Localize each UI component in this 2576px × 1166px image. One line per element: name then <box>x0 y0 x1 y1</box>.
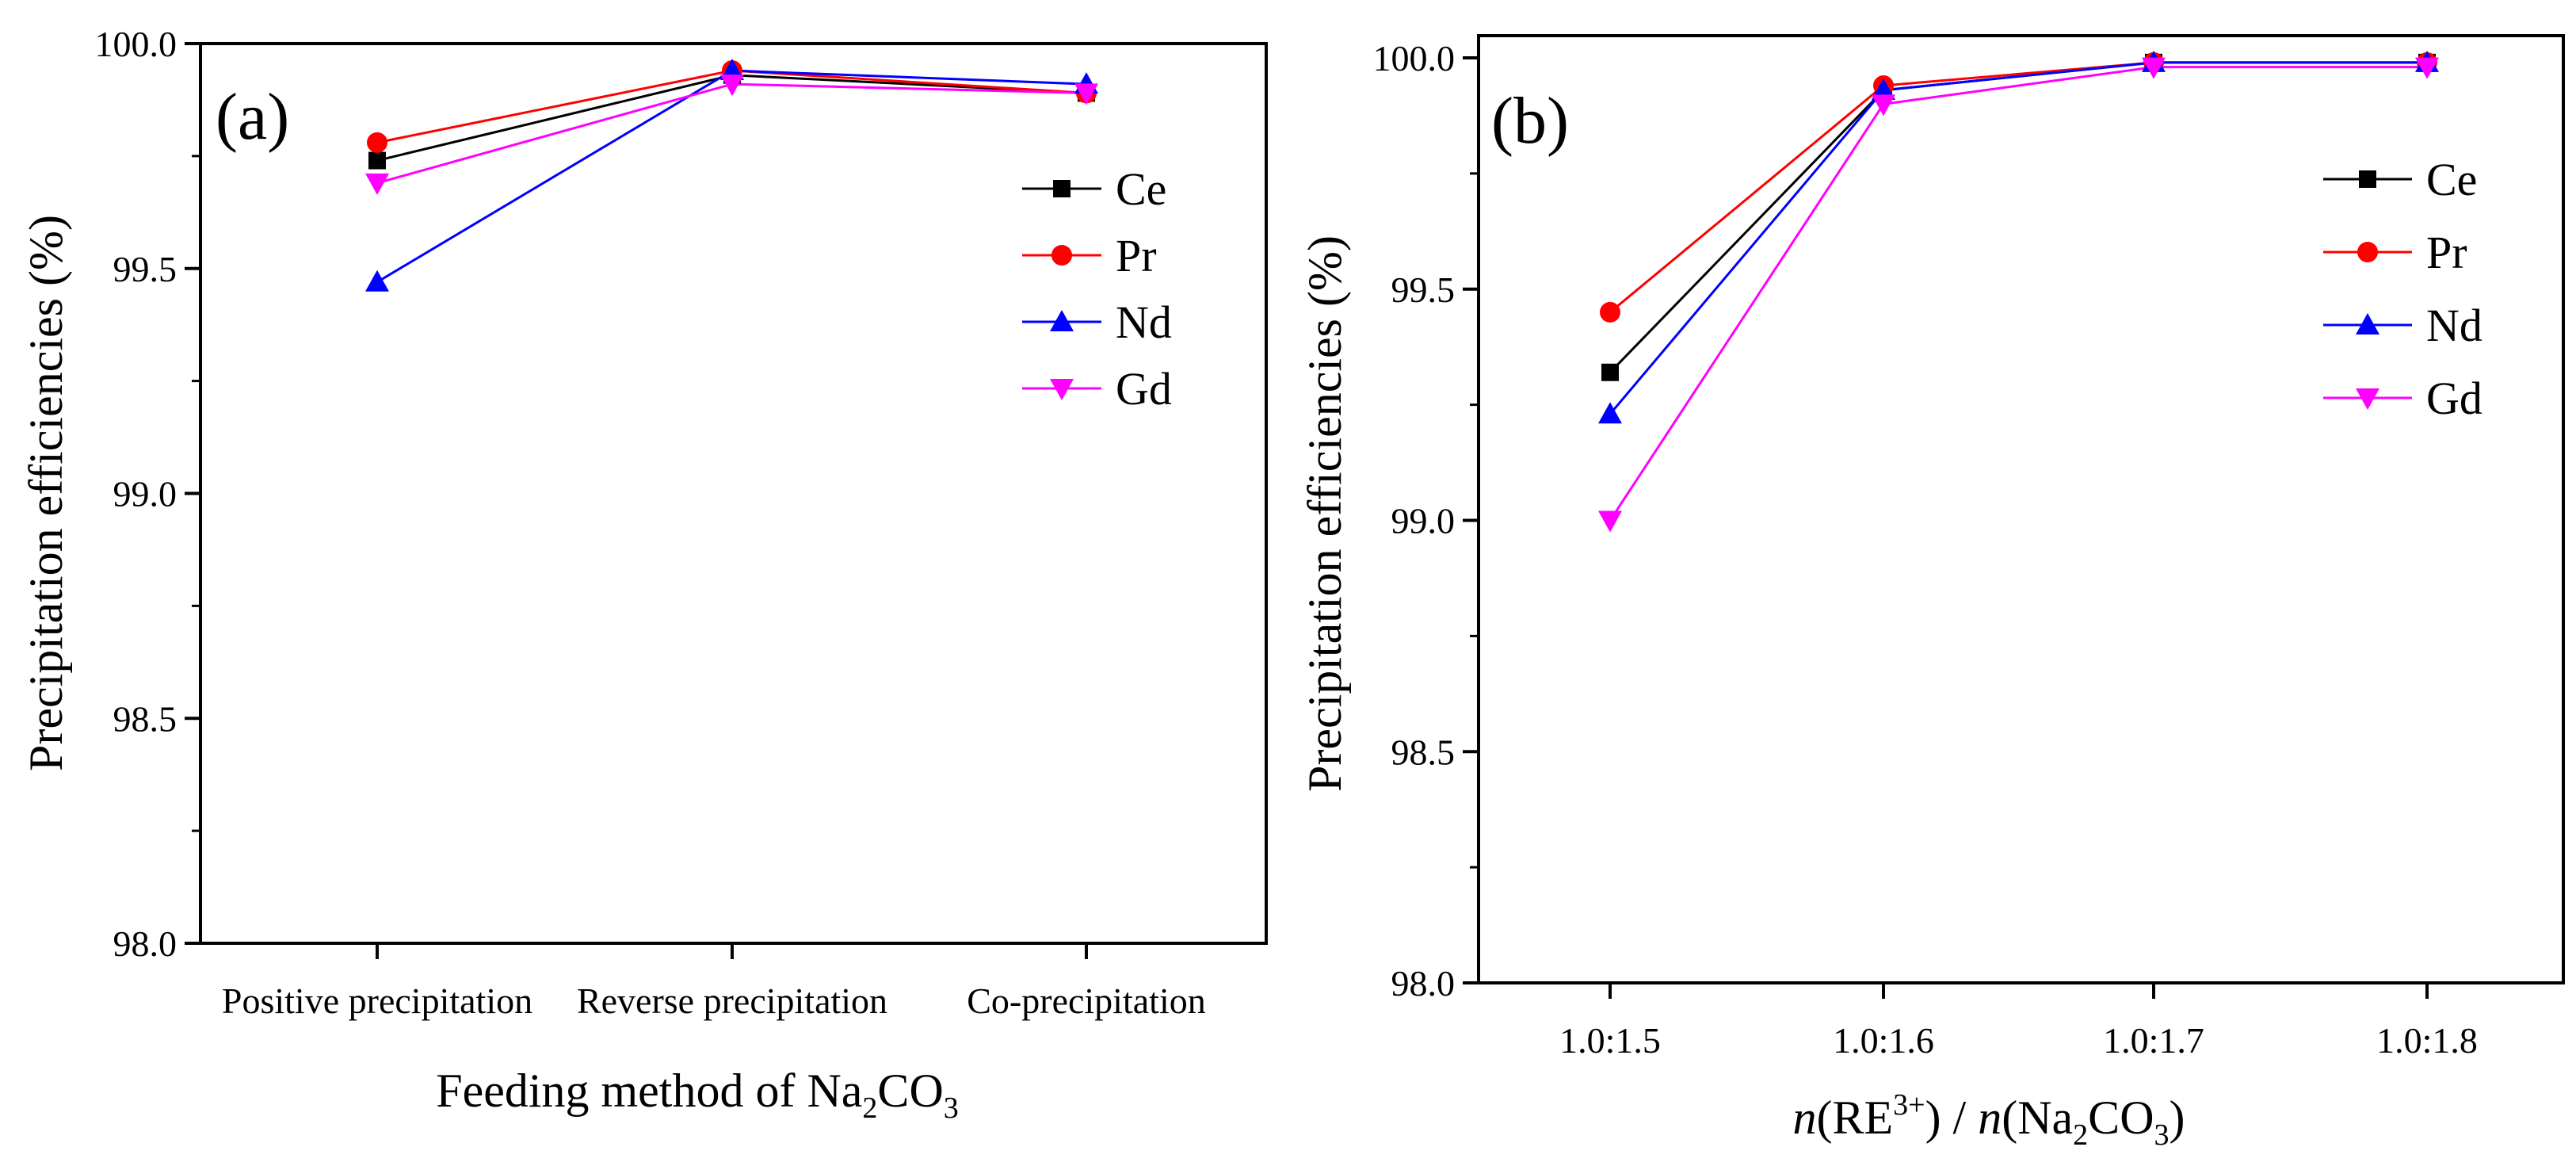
data-point-gd <box>2142 57 2166 79</box>
data-point-nd <box>365 270 389 292</box>
panel-b-y-axis-title: Precipitation efficiencies (%) <box>1299 235 1351 792</box>
x-tick-label: Positive precipitation <box>222 981 532 1021</box>
panel-b-x-title-sup: 3+ <box>1893 1088 1925 1122</box>
series-line-nd <box>1609 61 2427 415</box>
panel-b-x-axis-title: n(RE3+) / n(Na2CO3) <box>1792 1088 2185 1152</box>
series-line-ce <box>1609 61 2427 373</box>
data-point-gd <box>720 75 744 97</box>
panel-b-x-axis: 1.0:1.5 1.0:1.6 1.0:1.7 1.0:1.8 <box>1559 983 2478 1061</box>
y-tick-label: 98.5 <box>1391 732 1456 772</box>
panel-a-x-title-main: Feeding method of Na <box>436 1065 862 1117</box>
x-tick-label: 1.0:1.7 <box>2103 1020 2204 1061</box>
series-line-nd <box>376 69 1087 284</box>
panel-a-x-title-sub2: 3 <box>944 1091 959 1125</box>
data-point-ce <box>1601 363 1619 381</box>
panel-a-plot-frame <box>199 42 1268 945</box>
legend-marker-ce <box>1053 180 1070 197</box>
panel-b-x-title-sub2: 3 <box>2154 1118 2170 1152</box>
data-point-ce <box>368 151 386 170</box>
y-tick-label: 99.5 <box>1391 270 1456 310</box>
panel-b-plot-frame <box>1477 34 2565 984</box>
x-tick-label: 1.0:1.5 <box>1559 1020 1661 1061</box>
series-line-pr <box>1609 61 2427 314</box>
legend-marker-ce <box>2359 170 2376 188</box>
legend-marker-pr <box>1051 245 1072 266</box>
legend-label-nd: Nd <box>1116 296 1172 348</box>
panel-b-x-title-p2: ) / <box>1925 1091 1979 1144</box>
panel-b-y-axis: 98.0 98.5 99.0 99.5 100.0 <box>1373 38 1479 1004</box>
y-tick-label: 98.5 <box>113 698 177 739</box>
panel-a-series-markers <box>365 59 1098 292</box>
data-point-gd <box>365 173 389 195</box>
data-point-gd <box>1872 94 1895 117</box>
legend-marker-gd <box>1050 379 1074 400</box>
panel-b-x-title-n2: n <box>1978 1091 2002 1144</box>
data-point-nd <box>1598 402 1622 424</box>
panel-a-legend: Ce Pr Nd Gd <box>1022 163 1172 415</box>
panel-a-x-axis: Positive precipitation Reverse precipitat… <box>222 943 1206 1021</box>
legend-label-gd: Gd <box>2426 373 2483 424</box>
y-tick-label: 99.5 <box>113 249 177 289</box>
y-tick-label: 98.0 <box>113 923 177 964</box>
panel-b-x-title-p5: ) <box>2170 1091 2185 1144</box>
panel-a-x-axis-title: Feeding method of Na2CO3 <box>436 1065 959 1125</box>
x-tick-label: 1.0:1.8 <box>2376 1020 2478 1061</box>
data-point-gd <box>1074 83 1098 105</box>
y-tick-label: 98.0 <box>1391 963 1456 1004</box>
legend-label-pr: Pr <box>2426 227 2467 278</box>
series-line-gd <box>1609 66 2427 522</box>
panel-b-series-lines <box>1609 61 2427 522</box>
panel-b-x-title-p4: CO <box>2088 1091 2154 1144</box>
panel-a-x-title-sub1: 2 <box>862 1091 877 1125</box>
legend-label-ce: Ce <box>1116 163 1166 215</box>
data-point-pr <box>1600 301 1620 323</box>
panel-b-x-title-p3: (Na <box>2002 1091 2073 1144</box>
panel-b-x-title-sub1: 2 <box>2073 1118 2088 1152</box>
x-tick-label: Reverse precipitation <box>577 981 887 1021</box>
panel-a-series-lines <box>376 69 1087 284</box>
panel-b-legend: Ce Pr Nd Gd <box>2323 154 2483 424</box>
x-tick-label: 1.0:1.6 <box>1833 1020 1934 1061</box>
legend-marker-pr <box>2357 242 2378 262</box>
data-point-nd <box>1872 78 1895 100</box>
legend-marker-gd <box>2356 388 2379 410</box>
data-point-gd <box>1598 510 1622 533</box>
legend-label-ce: Ce <box>2426 154 2477 205</box>
legend-label-gd: Gd <box>1116 363 1172 415</box>
data-point-gd <box>2415 57 2439 79</box>
y-tick-label: 99.0 <box>113 474 177 514</box>
legend-marker-nd <box>1050 310 1074 331</box>
x-tick-label: Co-precipitation <box>967 981 1205 1021</box>
data-point-pr <box>367 132 387 153</box>
panel-b-x-title-p1: (RE <box>1816 1091 1893 1144</box>
y-tick-label: 100.0 <box>95 24 177 64</box>
y-tick-label: 100.0 <box>1373 38 1456 78</box>
panel-b-x-title-n1: n <box>1792 1091 1816 1144</box>
panel-b-label: (b) <box>1491 84 1569 158</box>
panel-a-y-axis: 98.0 98.5 99.0 99.5 100.0 <box>95 24 200 964</box>
panel-a-y-axis-title: Precipitation efficiencies (%) <box>20 215 72 771</box>
panel-b-series-markers <box>1598 50 2439 533</box>
panel-a-x-title-mid: CO <box>877 1065 943 1117</box>
legend-label-nd: Nd <box>2426 300 2483 351</box>
legend-label-pr: Pr <box>1116 230 1157 281</box>
panel-a-chart: 98.0 98.5 99.0 99.5 100.0 Positive precipita… <box>20 24 1268 1125</box>
panel-a-label: (a) <box>216 80 289 154</box>
y-tick-label: 99.0 <box>1391 501 1456 541</box>
legend-marker-nd <box>2356 313 2379 335</box>
series-line-gd <box>376 82 1087 185</box>
